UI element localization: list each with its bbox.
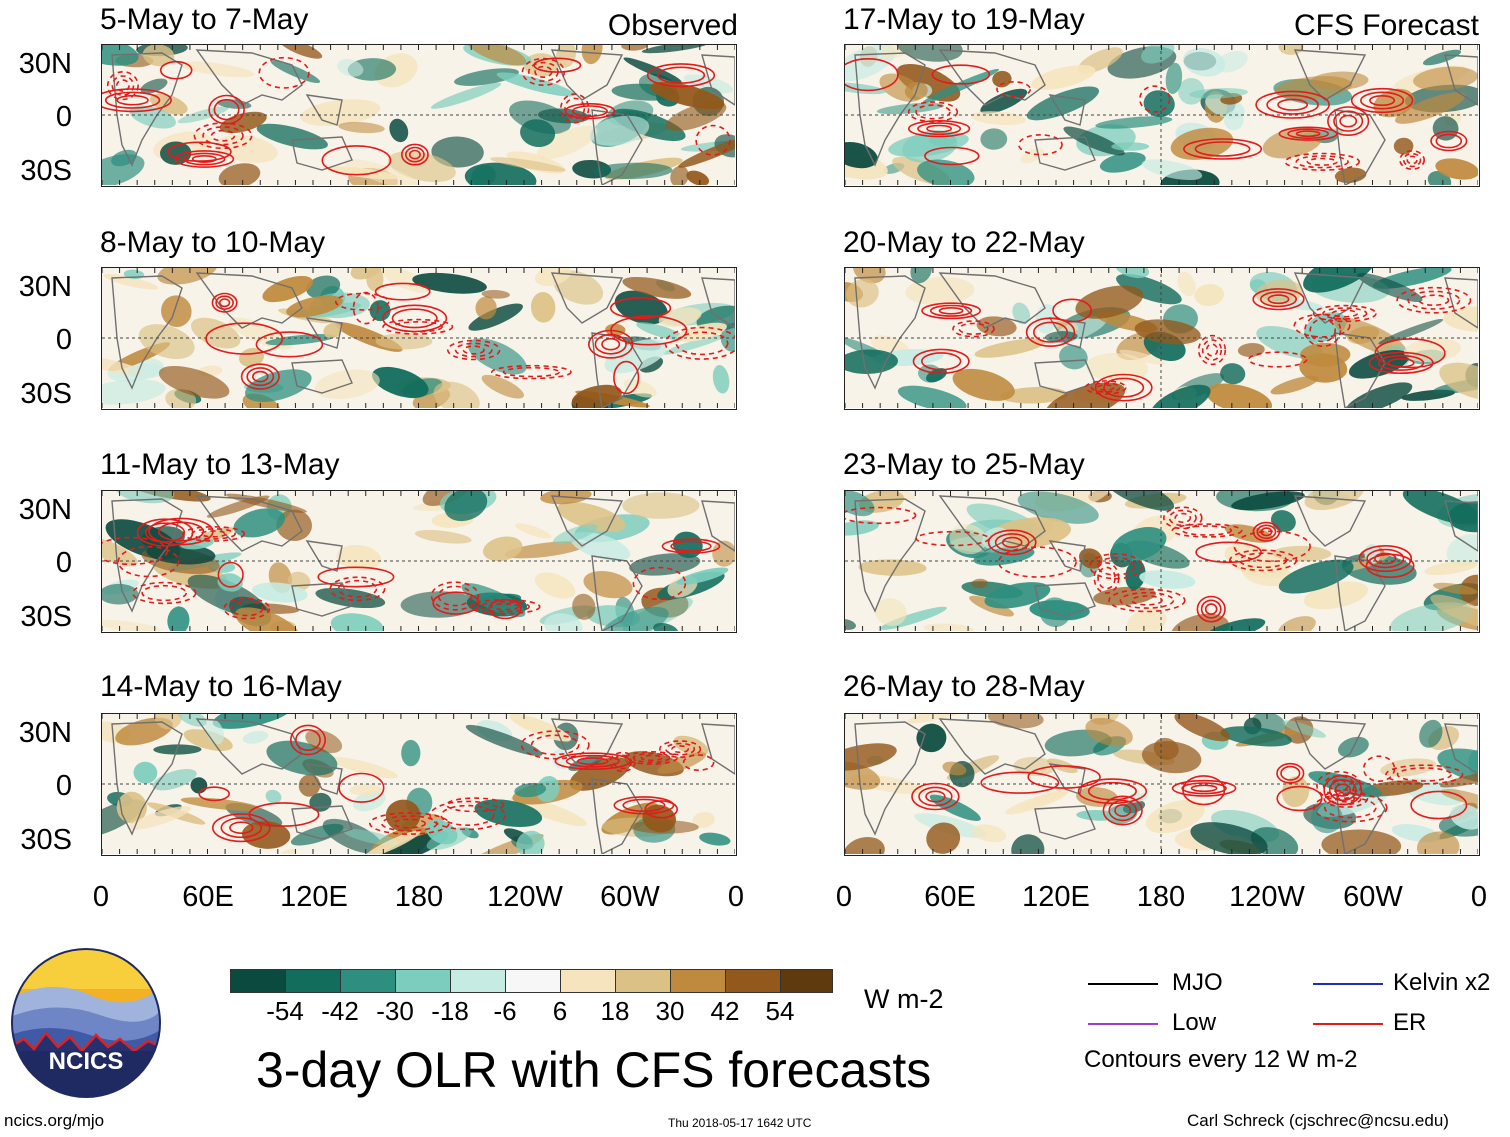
legend-line-low <box>1088 1023 1158 1025</box>
lat-label: 30S <box>20 378 72 410</box>
lat-label: 0 <box>55 324 72 356</box>
colorbar-swatch <box>340 969 396 993</box>
lat-label: 0 <box>55 770 72 802</box>
main-title: 3-day OLR with CFS forecasts <box>256 1042 932 1098</box>
legend-label-kelvin: Kelvin x2 <box>1393 969 1491 996</box>
lon-label: 180 <box>1136 881 1186 913</box>
lon-label: 0 <box>92 881 110 913</box>
lon-label: 60E <box>924 881 976 913</box>
lon-label: 60W <box>600 881 660 913</box>
footer-author: Carl Schreck (cjschrec@ncsu.edu) <box>1187 1111 1449 1130</box>
colorbar-swatch <box>780 969 833 993</box>
lat-label: 30S <box>20 824 72 856</box>
lon-label: 120E <box>280 881 348 913</box>
ncics-logo: NCICS <box>10 947 162 1099</box>
colorbar-label: -42 <box>321 996 359 1026</box>
lon-label: 120W <box>1229 881 1305 913</box>
colorbar-swatch <box>560 969 616 993</box>
observed-label: Observed <box>607 9 738 42</box>
lat-label: 30N <box>18 271 72 303</box>
olr-map-panel <box>844 490 1480 633</box>
colorbar-swatch <box>285 969 341 993</box>
lat-label: 0 <box>55 547 72 579</box>
panel-title: 14-May to 16-May <box>100 670 342 703</box>
colorbar-swatch <box>670 969 726 993</box>
panel-title: 20-May to 22-May <box>843 226 1085 259</box>
lon-label: 180 <box>394 881 444 913</box>
colorbar-label: -6 <box>493 996 517 1026</box>
panel-title: 5-May to 7-May <box>100 3 309 36</box>
lat-label: 30N <box>18 48 72 80</box>
panel-title: 26-May to 28-May <box>843 670 1085 703</box>
colorbar-label: 18 <box>600 996 630 1026</box>
colorbar-label: -30 <box>376 996 414 1026</box>
lon-label: 0 <box>835 881 853 913</box>
lat-label: 30N <box>18 717 72 749</box>
panel-title: 8-May to 10-May <box>100 226 326 259</box>
lon-label: 120W <box>487 881 563 913</box>
legend-label-er: ER <box>1393 1009 1427 1036</box>
legend-line-kelvin <box>1313 983 1383 985</box>
colorbar-swatch <box>395 969 451 993</box>
colorbar-label: 30 <box>655 996 685 1026</box>
panel-title: 11-May to 13-May <box>100 448 340 481</box>
lat-label: 30N <box>18 494 72 526</box>
colorbar-swatch <box>505 969 561 993</box>
forecast-label: CFS Forecast <box>1293 9 1479 42</box>
footer-timestamp: Thu 2018-05-17 1642 UTC <box>668 1116 812 1130</box>
lon-label: 120E <box>1022 881 1090 913</box>
colorbar-swatch <box>615 969 671 993</box>
olr-map-panel <box>101 267 737 410</box>
olr-map-panel <box>101 490 737 633</box>
panel-title: 23-May to 25-May <box>843 448 1085 481</box>
contours-note: Contours every 12 W m-2 <box>1084 1046 1358 1073</box>
legend-line-er <box>1313 1023 1383 1025</box>
lon-label: 60E <box>182 881 234 913</box>
colorbar-label: -54 <box>266 996 304 1026</box>
colorbar-swatch <box>725 969 781 993</box>
logo-text: NCICS <box>48 1048 124 1075</box>
lon-label: 0 <box>1470 881 1488 913</box>
legend-label-mjo: MJO <box>1172 969 1223 996</box>
colorbar-label: 54 <box>765 996 795 1026</box>
colorbar-label: 42 <box>710 996 740 1026</box>
colorbar-label: -18 <box>431 996 469 1026</box>
footer-url[interactable]: ncics.org/mjo <box>4 1111 105 1130</box>
lat-label: 30S <box>20 155 72 187</box>
colorbar-units: W m-2 <box>864 984 944 1014</box>
lon-label: 0 <box>727 881 745 913</box>
olr-map-panel <box>101 713 737 856</box>
colorbar-label: 6 <box>552 996 568 1026</box>
olr-map-panel <box>844 44 1480 187</box>
panel-title: 17-May to 19-May <box>843 3 1085 36</box>
lat-label: 0 <box>55 101 72 133</box>
lon-label: 60W <box>1343 881 1403 913</box>
olr-map-panel <box>844 267 1480 410</box>
colorbar-swatch <box>230 969 286 993</box>
legend-line-mjo <box>1088 983 1158 985</box>
olr-map-panel <box>101 44 737 187</box>
lat-label: 30S <box>20 601 72 633</box>
olr-map-panel <box>844 713 1480 856</box>
legend-label-low: Low <box>1172 1009 1217 1036</box>
colorbar-swatch <box>450 969 506 993</box>
